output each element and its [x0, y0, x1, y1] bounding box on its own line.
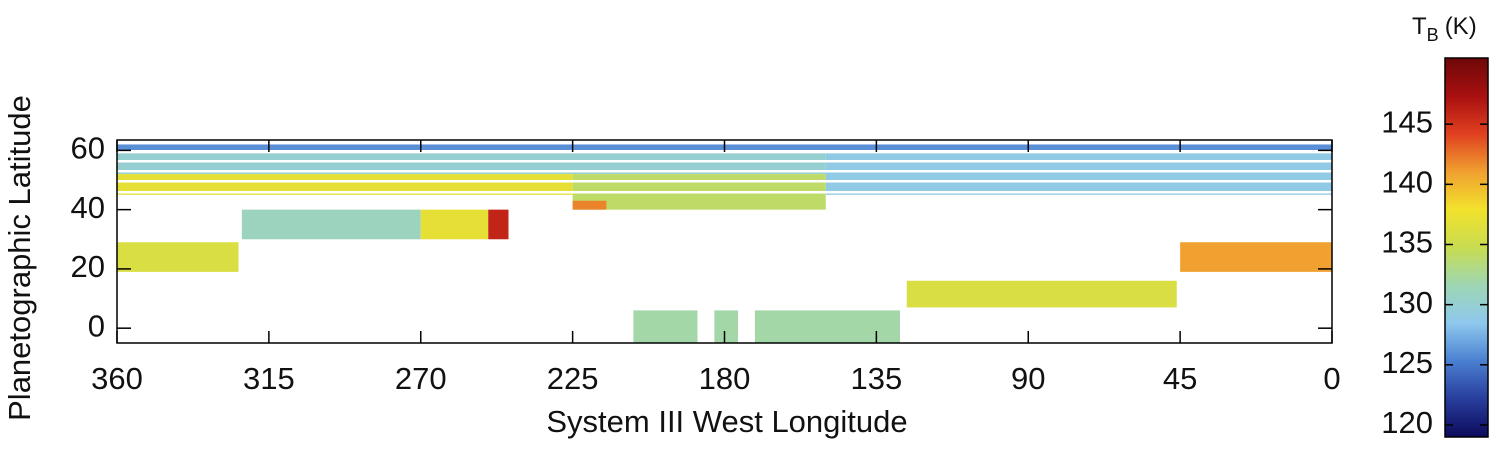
colorbar-label-unit: (K): [1445, 13, 1477, 40]
scan-gap: [117, 160, 1332, 163]
data-patch: [241, 209, 421, 240]
x-tick-label: 180: [699, 361, 751, 396]
colorbar-tick-label: 130: [1381, 285, 1433, 320]
x-tick-label: 360: [91, 361, 143, 396]
colorbar-tick-label: 145: [1381, 104, 1433, 139]
y-tick-label: 60: [71, 131, 105, 166]
scan-gap: [117, 180, 1332, 183]
data-patch: [117, 153, 826, 175]
data-patch: [117, 174, 573, 195]
data-patch: [572, 200, 607, 210]
colorbar: [1444, 57, 1489, 438]
data-patch: [825, 153, 1332, 195]
data-patch: [1180, 242, 1332, 272]
y-axis-label: Planetographic Latitude: [2, 95, 37, 421]
data-patch: [420, 209, 489, 240]
colorbar-tick-label: 125: [1381, 345, 1433, 380]
colorbar-label-sub: B: [1427, 25, 1439, 45]
colorbar-tick-label: 140: [1381, 165, 1433, 200]
x-axis-label: System III West Longitude: [546, 404, 907, 439]
x-tick-label: 0: [1323, 361, 1340, 396]
x-tick-label: 225: [547, 361, 599, 396]
colorbar-tick-label: 120: [1381, 405, 1433, 440]
x-tick-label: 135: [851, 361, 903, 396]
data-patch: [488, 209, 509, 240]
x-tick-label: 315: [243, 361, 295, 396]
colorbar-tick-label: 135: [1381, 225, 1433, 260]
data-patch: [117, 242, 239, 272]
y-tick-label: 20: [71, 249, 105, 284]
data-patch: [906, 280, 1177, 308]
x-tick-label: 90: [1011, 361, 1045, 396]
colorbar-label-main: T: [1412, 13, 1427, 40]
y-tick-label: 40: [71, 190, 105, 225]
colorbar-label: TB (K): [1412, 13, 1477, 44]
data-patch: [633, 310, 698, 343]
x-tick-label: 45: [1163, 361, 1197, 396]
scan-gap: [117, 191, 1332, 194]
data-patch: [714, 310, 738, 343]
y-tick-label: 0: [88, 308, 105, 343]
x-tick-label: 270: [395, 361, 447, 396]
scan-gap: [117, 170, 1332, 173]
data-patch: [754, 310, 900, 343]
